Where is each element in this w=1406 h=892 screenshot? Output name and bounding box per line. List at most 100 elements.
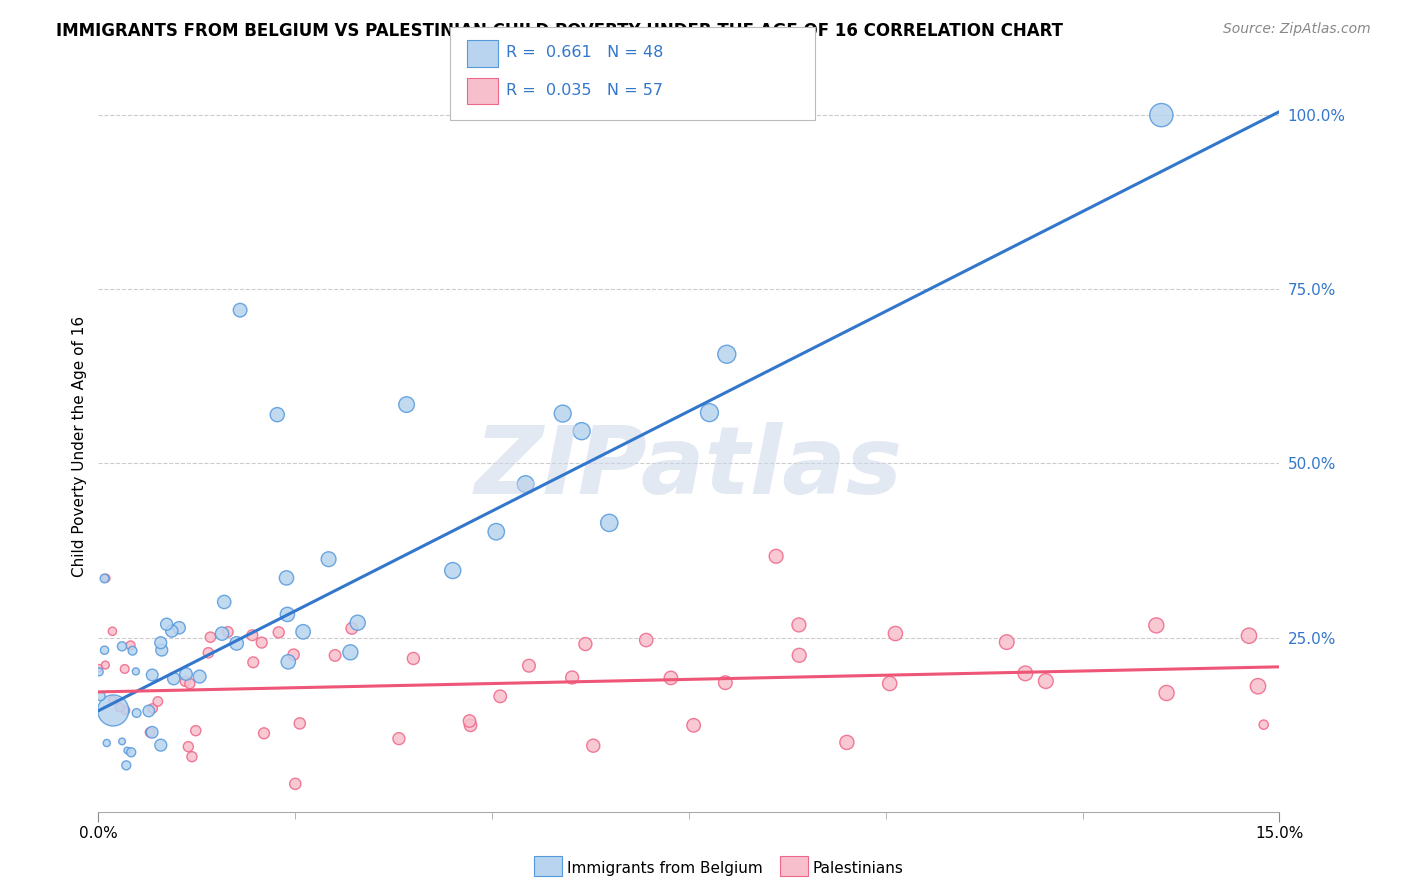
- Point: [571, 424, 593, 438]
- Point: [267, 625, 290, 640]
- Point: [388, 731, 411, 746]
- Point: [515, 477, 537, 491]
- Point: [253, 726, 276, 740]
- Point: [111, 640, 134, 654]
- Text: R =  0.035   N = 57: R = 0.035 N = 57: [506, 84, 664, 98]
- Point: [340, 621, 363, 635]
- Point: [879, 676, 901, 690]
- Point: [120, 639, 142, 653]
- Point: [120, 745, 142, 759]
- Point: [765, 549, 787, 564]
- Point: [489, 690, 512, 704]
- Point: [149, 738, 172, 752]
- Point: [94, 571, 117, 585]
- Point: [181, 749, 204, 764]
- Point: [242, 656, 264, 670]
- Point: [551, 407, 574, 421]
- Point: [582, 739, 605, 753]
- Point: [339, 645, 361, 659]
- Point: [714, 675, 737, 690]
- Point: [177, 739, 200, 754]
- Point: [114, 662, 136, 676]
- Point: [125, 706, 148, 720]
- Point: [89, 665, 111, 679]
- Point: [716, 347, 738, 361]
- Point: [284, 777, 307, 791]
- Point: [174, 667, 197, 681]
- Point: [636, 633, 658, 648]
- Point: [485, 524, 508, 539]
- Y-axis label: Child Poverty Under the Age of 16: Child Poverty Under the Age of 16: [72, 316, 87, 576]
- Point: [283, 648, 305, 662]
- Point: [395, 398, 418, 412]
- Point: [288, 716, 311, 731]
- Point: [111, 734, 134, 748]
- Point: [277, 655, 299, 669]
- Point: [93, 643, 115, 657]
- Point: [156, 617, 179, 632]
- Point: [402, 651, 425, 665]
- Point: [229, 303, 252, 318]
- Point: [197, 646, 219, 660]
- Point: [146, 694, 169, 708]
- Point: [115, 743, 138, 757]
- Point: [1253, 717, 1275, 731]
- Text: R =  0.661   N = 48: R = 0.661 N = 48: [506, 45, 664, 60]
- Point: [346, 615, 368, 630]
- Point: [141, 668, 163, 682]
- Point: [1237, 629, 1260, 643]
- Text: Source: ZipAtlas.com: Source: ZipAtlas.com: [1223, 22, 1371, 37]
- Point: [125, 665, 148, 679]
- Point: [160, 624, 183, 638]
- Text: Palestinians: Palestinians: [813, 862, 904, 876]
- Point: [163, 672, 186, 686]
- Point: [217, 624, 239, 639]
- Point: [139, 725, 162, 739]
- Point: [184, 723, 207, 738]
- Point: [787, 648, 810, 663]
- Point: [114, 703, 136, 717]
- Point: [94, 658, 117, 673]
- Point: [276, 571, 298, 585]
- Point: [659, 671, 682, 685]
- Point: [96, 736, 118, 750]
- Point: [225, 636, 247, 650]
- Point: [150, 643, 173, 657]
- Point: [460, 718, 482, 732]
- Point: [211, 626, 233, 640]
- Text: IMMIGRANTS FROM BELGIUM VS PALESTINIAN CHILD POVERTY UNDER THE AGE OF 16 CORRELA: IMMIGRANTS FROM BELGIUM VS PALESTINIAN C…: [56, 22, 1063, 40]
- Text: ZIPatlas: ZIPatlas: [475, 422, 903, 514]
- Point: [441, 564, 464, 578]
- Point: [108, 700, 131, 714]
- Point: [1144, 618, 1167, 632]
- Point: [995, 635, 1018, 649]
- Point: [787, 618, 810, 632]
- Text: Immigrants from Belgium: Immigrants from Belgium: [567, 862, 762, 876]
- Point: [121, 643, 143, 657]
- Point: [212, 595, 235, 609]
- Point: [179, 676, 201, 690]
- Point: [292, 624, 315, 639]
- Point: [682, 718, 704, 732]
- Point: [517, 658, 540, 673]
- Point: [115, 758, 138, 772]
- Point: [87, 661, 110, 675]
- Point: [141, 725, 163, 739]
- Point: [323, 648, 346, 663]
- Point: [188, 669, 211, 683]
- Point: [561, 670, 583, 684]
- Point: [149, 636, 172, 650]
- Point: [318, 552, 340, 566]
- Point: [101, 703, 124, 717]
- Point: [1156, 686, 1178, 700]
- Point: [101, 693, 124, 707]
- Point: [200, 630, 222, 644]
- Point: [93, 571, 115, 585]
- Point: [174, 674, 197, 689]
- Point: [276, 607, 298, 622]
- Point: [1150, 108, 1173, 122]
- Point: [90, 690, 112, 704]
- Point: [1014, 666, 1036, 681]
- Point: [167, 621, 190, 635]
- Point: [240, 628, 263, 642]
